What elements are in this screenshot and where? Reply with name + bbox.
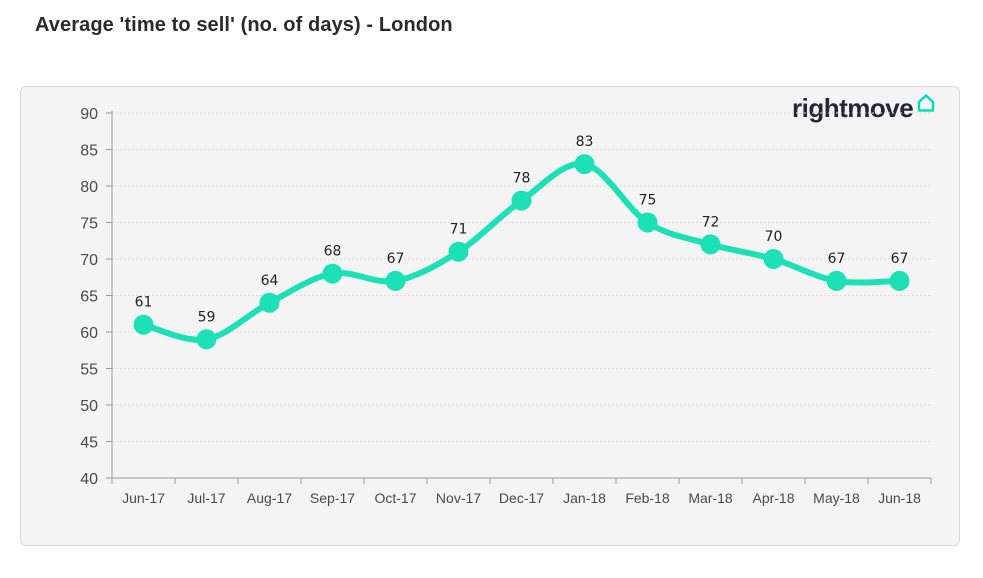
- data-label: 67: [387, 251, 405, 267]
- data-point: [385, 270, 406, 291]
- data-label: 70: [765, 229, 783, 245]
- y-tick-label: 90: [80, 106, 98, 123]
- data-label: 68: [324, 244, 342, 260]
- x-tick-label: Feb-18: [625, 490, 670, 506]
- data-point: [763, 249, 784, 269]
- x-tick-label: May-18: [813, 490, 860, 506]
- y-tick-label: 40: [80, 471, 98, 488]
- page-title: Average 'time to sell' (no. of days) - L…: [35, 14, 453, 36]
- data-label: 78: [513, 171, 531, 187]
- line-chart: 90 85 80 75 70 65 60 55 50 45 40 Jun-17 Jul-17 Aug-1…: [80, 106, 932, 506]
- x-tick-label: Jan-18: [563, 490, 606, 506]
- y-tick-label: 65: [80, 289, 98, 306]
- x-tick-label: Aug-17: [247, 490, 292, 506]
- rightmove-logo: rightmove: [792, 93, 936, 124]
- y-tick-label: 70: [80, 252, 98, 269]
- data-label: 59: [198, 309, 216, 325]
- axes: [111, 111, 931, 479]
- brand-name: rightmove: [792, 93, 914, 123]
- x-axis-ticks: Jun-17 Jul-17 Aug-17 Sep-17 Oct-17 Nov-17 Dec-…: [111, 478, 932, 506]
- x-tick-label: Mar-18: [688, 490, 733, 506]
- data-point: [511, 190, 532, 211]
- y-tick-label: 60: [80, 325, 98, 342]
- x-tick-label: Jun-17: [122, 490, 165, 506]
- x-tick-label: Oct-17: [374, 490, 416, 506]
- data-label: 67: [828, 251, 846, 267]
- data-label: 75: [639, 193, 657, 209]
- y-axis-ticks: 90 85 80 75 70 65 60 55 50 45 40: [80, 106, 112, 488]
- x-tick-label: Sep-17: [310, 490, 355, 506]
- data-point: [889, 270, 910, 291]
- data-label: 83: [576, 134, 594, 150]
- data-point: [637, 212, 658, 233]
- data-label: 72: [702, 214, 720, 230]
- y-tick-label: 50: [80, 398, 98, 415]
- x-tick-label: Jun-18: [878, 490, 921, 506]
- grid-lines: [112, 112, 931, 442]
- y-tick-label: 45: [80, 435, 98, 452]
- data-labels: 61 59 64 68 67 71 78 83 75 72 70 67 67: [135, 134, 909, 325]
- y-tick-label: 55: [80, 362, 98, 379]
- x-tick-label: Jul-17: [187, 490, 225, 506]
- data-point: [826, 270, 847, 291]
- series-line: [140, 160, 903, 343]
- data-point: [322, 263, 343, 284]
- house-icon: [916, 93, 936, 118]
- data-point: [259, 292, 280, 313]
- chart-card: rightmove 90 85 80 75 70 65 60 55 50 45 40 Jun-17 J…: [20, 86, 960, 546]
- data-point: [448, 241, 469, 262]
- data-points: [133, 154, 910, 350]
- series-line-layer: [140, 160, 903, 343]
- data-label: 61: [135, 295, 153, 311]
- data-label: 67: [891, 251, 909, 267]
- x-tick-label: Nov-17: [436, 490, 481, 506]
- data-label: 64: [261, 273, 279, 289]
- y-tick-label: 75: [80, 216, 98, 233]
- y-tick-label: 80: [80, 179, 98, 196]
- data-label: 71: [450, 222, 468, 238]
- data-point: [196, 329, 217, 350]
- y-tick-label: 85: [80, 143, 98, 160]
- data-point: [700, 234, 721, 255]
- x-tick-label: Dec-17: [499, 490, 544, 506]
- data-point: [133, 314, 154, 335]
- data-point: [574, 154, 595, 175]
- x-tick-label: Apr-18: [752, 490, 794, 506]
